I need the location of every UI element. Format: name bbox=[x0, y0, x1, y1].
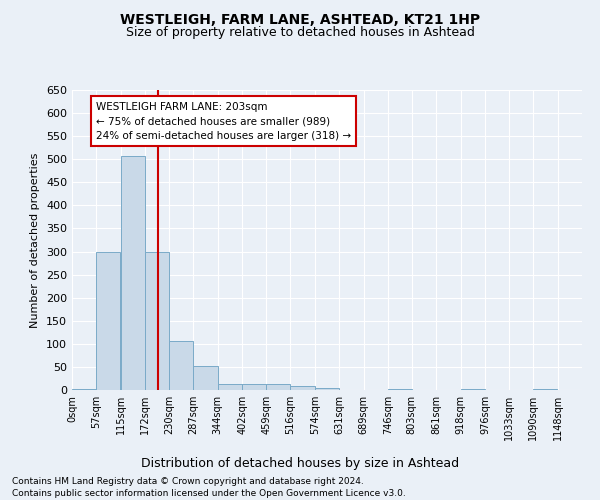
Text: WESTLEIGH FARM LANE: 203sqm
← 75% of detached houses are smaller (989)
24% of se: WESTLEIGH FARM LANE: 203sqm ← 75% of det… bbox=[96, 102, 351, 141]
Bar bbox=[388, 388, 412, 390]
Bar bbox=[242, 384, 266, 390]
Text: Distribution of detached houses by size in Ashtead: Distribution of detached houses by size … bbox=[141, 458, 459, 470]
Bar bbox=[121, 156, 145, 390]
Bar bbox=[218, 384, 242, 390]
Bar bbox=[145, 252, 169, 390]
Text: Contains HM Land Registry data © Crown copyright and database right 2024.: Contains HM Land Registry data © Crown c… bbox=[12, 478, 364, 486]
Y-axis label: Number of detached properties: Number of detached properties bbox=[31, 152, 40, 328]
Text: Contains public sector information licensed under the Open Government Licence v3: Contains public sector information licen… bbox=[12, 489, 406, 498]
Bar bbox=[96, 252, 120, 390]
Bar bbox=[169, 341, 193, 390]
Text: Size of property relative to detached houses in Ashtead: Size of property relative to detached ho… bbox=[125, 26, 475, 39]
Bar bbox=[72, 388, 96, 390]
Bar bbox=[193, 366, 218, 390]
Bar bbox=[266, 384, 290, 390]
Bar bbox=[461, 389, 485, 390]
Text: WESTLEIGH, FARM LANE, ASHTEAD, KT21 1HP: WESTLEIGH, FARM LANE, ASHTEAD, KT21 1HP bbox=[120, 12, 480, 26]
Bar bbox=[533, 388, 557, 390]
Bar bbox=[290, 386, 314, 390]
Bar bbox=[315, 388, 339, 390]
